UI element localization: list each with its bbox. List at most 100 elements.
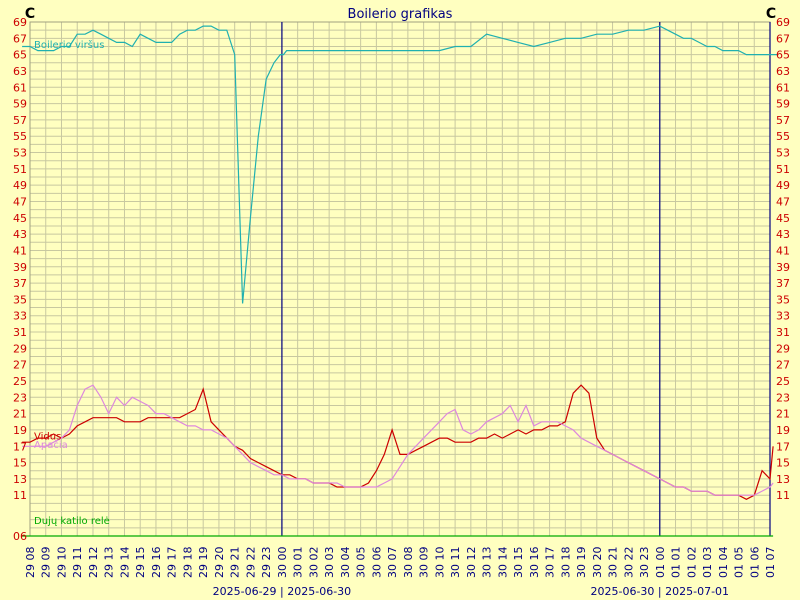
y-tick-right: 37 — [776, 277, 790, 290]
day-boundary-label: 2025-06-30 | 2025-07-01 — [591, 585, 730, 598]
y-tick-right: 61 — [776, 81, 790, 94]
x-tick-label: 29 12 — [87, 547, 100, 579]
plot-frame — [29, 21, 771, 537]
y-tick-right: 45 — [776, 212, 790, 225]
y-tick-left: 33 — [13, 310, 27, 323]
y-tick-right: 17 — [776, 440, 790, 453]
y-tick-right: 43 — [776, 228, 790, 241]
x-tick-label: 29 18 — [181, 547, 194, 579]
x-tick-label: 30 13 — [481, 547, 494, 579]
y-tick-right: 55 — [776, 130, 790, 143]
x-tick-label: 29 16 — [150, 547, 163, 579]
x-tick-label: 30 21 — [607, 547, 620, 579]
chart-title: Boilerio grafikas — [348, 7, 453, 22]
x-tick-label: 29 22 — [244, 547, 257, 579]
x-tick-label: 01 00 — [654, 547, 667, 579]
x-tick-label: 30 07 — [386, 547, 399, 579]
x-tick-label: 29 17 — [166, 547, 179, 579]
y-tick-left: 49 — [13, 179, 27, 192]
x-tick-label: 01 03 — [701, 547, 714, 579]
y-tick-right: 19 — [776, 424, 790, 437]
y-tick-right: 39 — [776, 261, 790, 274]
x-tick-label: 01 01 — [670, 547, 683, 579]
y-tick-left: 59 — [13, 98, 27, 111]
y-tick-right: 23 — [776, 391, 790, 404]
y-tick-right: 15 — [776, 457, 790, 470]
y-tick-right: 33 — [776, 310, 790, 323]
y-tick-left: 31 — [13, 326, 27, 339]
y-tick-left: 69 — [13, 16, 27, 29]
y-unit-right: C — [766, 6, 776, 22]
x-tick-label: 29 13 — [103, 547, 116, 579]
x-tick-label: 29 23 — [260, 547, 273, 579]
y-tick-right: 49 — [776, 179, 790, 192]
y-tick-right: 65 — [776, 49, 790, 62]
x-tick-label: 01 05 — [733, 547, 746, 579]
y-tick-left: 39 — [13, 261, 27, 274]
y-tick-right: 35 — [776, 293, 790, 306]
y-tick-left: 65 — [13, 49, 27, 62]
day-boundary-lines — [281, 22, 771, 536]
y-tick-left: 67 — [13, 32, 27, 45]
y-tick-right: 29 — [776, 342, 790, 355]
x-tick-label: 30 22 — [622, 547, 635, 579]
x-tick-label: 30 02 — [307, 547, 320, 579]
series-name-label: Vidus — [34, 432, 61, 443]
y-tick-left: 27 — [13, 359, 27, 372]
y-tick-right: 69 — [776, 16, 790, 29]
x-tick-label: 30 20 — [591, 547, 604, 579]
x-tick-label: 29 21 — [229, 547, 242, 579]
y-tick-right: 57 — [776, 114, 790, 127]
y-tick-bottom: 06 — [13, 530, 27, 543]
series-name-label: Boilerio viršus — [34, 39, 104, 51]
y-tick-left: 41 — [13, 244, 27, 257]
y-tick-left: 29 — [13, 342, 27, 355]
y-tick-left: 63 — [13, 65, 27, 78]
series-name-label: Dujų katilo relė — [34, 516, 110, 527]
x-tick-label: 30 10 — [433, 547, 446, 579]
series-line — [22, 384, 774, 500]
y-tick-right: 59 — [776, 98, 790, 111]
y-tick-right: 25 — [776, 375, 790, 388]
x-tick-label: 30 23 — [638, 547, 651, 579]
y-tick-right: 31 — [776, 326, 790, 339]
x-tick-label: 29 09 — [40, 547, 53, 579]
y-tick-right: 21 — [776, 408, 790, 421]
x-tick-label: 30 17 — [544, 547, 557, 579]
y-tick-right: 53 — [776, 147, 790, 160]
y-tick-left: 35 — [13, 293, 27, 306]
x-tick-label: 01 06 — [748, 547, 761, 579]
x-tick-label: 30 01 — [292, 547, 305, 579]
x-tick-label: 29 10 — [55, 547, 68, 579]
x-tick-label: 29 20 — [213, 547, 226, 579]
y-tick-right: 13 — [776, 473, 790, 486]
y-tick-left: 17 — [13, 440, 27, 453]
x-tick-label: 30 18 — [559, 547, 572, 579]
x-tick-label: 30 11 — [449, 547, 462, 579]
grid — [29, 21, 771, 537]
y-tick-left: 57 — [13, 114, 27, 127]
x-axis: 29 08 29 09 29 10 29 11 29 12 29 13 29 14 29 15… — [24, 547, 777, 579]
y-tick-left: 55 — [13, 130, 27, 143]
y-axis-left: 69 67 65 63 61 59 57 55 53 51 49 47 45 43 41 39 37 35 33 31… — [13, 16, 27, 543]
series-name-label: Apačia — [34, 439, 68, 451]
x-tick-label: 30 12 — [465, 547, 478, 579]
series-lines — [22, 25, 778, 537]
x-tick-label: 30 15 — [512, 547, 525, 579]
y-tick-left: 13 — [13, 473, 27, 486]
y-tick-right: 51 — [776, 163, 790, 176]
x-tick-label: 29 15 — [134, 547, 147, 579]
x-tick-label: 29 14 — [118, 547, 131, 579]
y-tick-right: 11 — [776, 489, 790, 502]
day-boundary-label: 2025-06-29 | 2025-06-30 — [213, 585, 352, 598]
x-tick-label: 30 05 — [355, 547, 368, 579]
y-unit-left: C — [25, 6, 35, 22]
x-tick-label: 29 11 — [71, 547, 84, 579]
y-tick-right: 47 — [776, 195, 790, 208]
y-axis-right: 69 67 65 63 61 59 57 55 53 51 49 47 45 43 41 39 37 35 33 31… — [776, 16, 790, 502]
y-tick-left: 51 — [13, 163, 27, 176]
x-tick-label: 30 19 — [575, 547, 588, 579]
x-tick-label: 01 07 — [764, 547, 777, 579]
